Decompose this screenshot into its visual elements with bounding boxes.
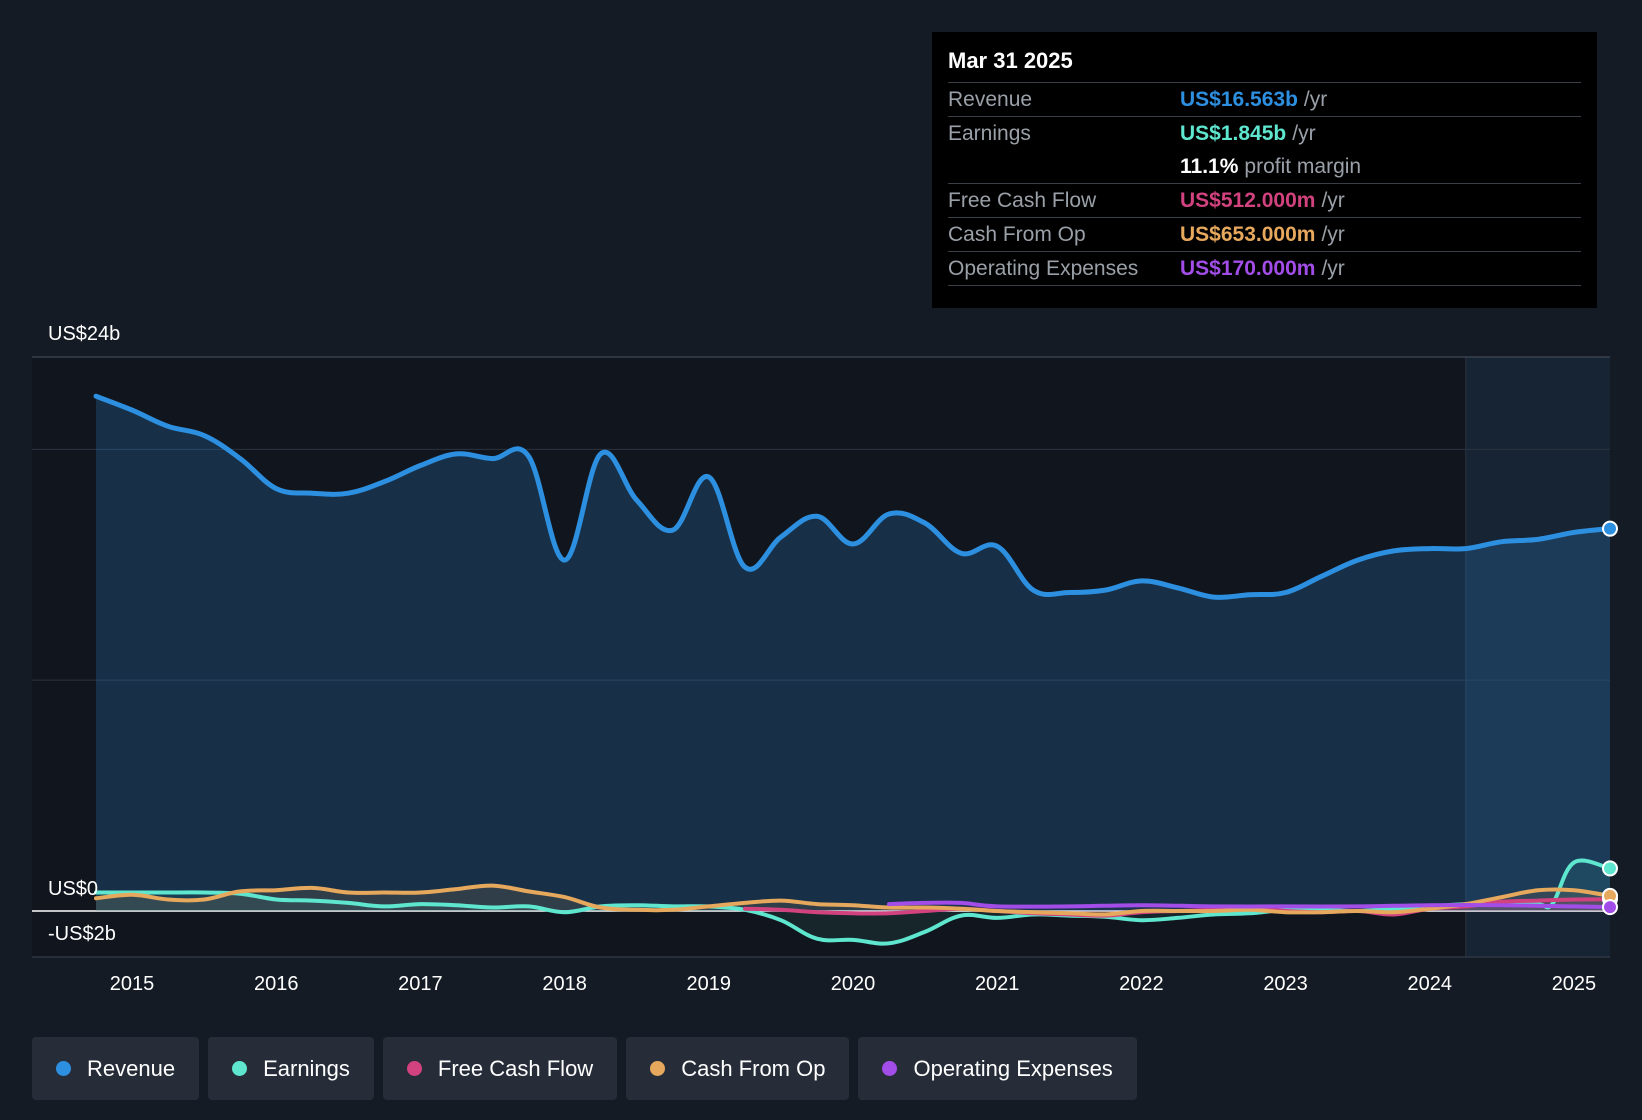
y-label-top: US$24b: [48, 323, 120, 345]
legend-dot-icon: [232, 1061, 248, 1076]
x-tick-label: 2019: [687, 973, 732, 995]
legend-label: Cash From Op: [681, 1055, 826, 1081]
tooltip-unit: /yr: [1321, 222, 1345, 246]
legend-item-revenue[interactable]: Revenue: [32, 1037, 200, 1100]
legend-dot-icon: [406, 1061, 422, 1076]
y-label-zero: US$0: [48, 878, 98, 900]
tooltip-unit: /yr: [1321, 256, 1345, 280]
legend-label: Free Cash Flow: [437, 1055, 594, 1081]
tooltip-panel: Mar 31 2025 Revenue US$16.563b /yr Earni…: [932, 32, 1597, 308]
area-earnings: [96, 860, 1610, 944]
tooltip-value-opex: US$170.000m: [1180, 256, 1316, 280]
x-tick-label: 2015: [110, 973, 155, 995]
end-point-operating-expenses: [1602, 899, 1618, 916]
x-tick-label: 2021: [975, 973, 1020, 995]
tooltip-row-fcf: Free Cash Flow US$512.000m /yr: [948, 184, 1581, 218]
tooltip-row-margin: 11.1% profit margin: [948, 150, 1581, 184]
line-earnings: [94, 858, 1612, 946]
x-tick-label: 2017: [398, 973, 443, 995]
tooltip-unit: /yr: [1321, 188, 1345, 212]
line-cash-from-op: [94, 883, 1612, 917]
x-tick-label: 2023: [1263, 973, 1308, 995]
end-point-earnings: [1602, 860, 1618, 877]
tooltip-row-opex: Operating Expenses US$170.000m /yr: [948, 252, 1581, 286]
legend-label: Operating Expenses: [913, 1055, 1113, 1081]
tooltip-row-revenue: Revenue US$16.563b /yr: [948, 83, 1581, 117]
legend-dot-icon: [882, 1061, 898, 1076]
line-revenue: [93, 393, 1613, 600]
line-operating-expenses: [887, 900, 1612, 910]
legend-label: Revenue: [87, 1055, 176, 1081]
tooltip-unit: /yr: [1303, 87, 1328, 111]
legend-dot-icon: [56, 1061, 71, 1076]
x-tick-label: 2016: [254, 973, 299, 995]
y-label-bottom: -US$2b: [48, 923, 116, 945]
legend-item-operating-expenses[interactable]: Operating Expenses: [858, 1037, 1137, 1100]
x-tick-label: 2022: [1119, 973, 1164, 995]
tooltip-row-earnings: Earnings US$1.845b /yr: [948, 117, 1581, 150]
x-tick-label: 2024: [1408, 973, 1453, 995]
x-tick-label: 2018: [542, 973, 587, 995]
tooltip-date: Mar 31 2025: [948, 46, 1581, 83]
tooltip-margin-value: 11.1%: [1180, 154, 1239, 178]
tooltip-label: Revenue: [948, 87, 1033, 111]
plot-background: [32, 357, 1610, 957]
tooltip-value-revenue: US$16.563b: [1180, 87, 1298, 111]
tooltip-value-cfo: US$653.000m: [1180, 222, 1316, 246]
legend-item-earnings[interactable]: Earnings: [208, 1037, 374, 1100]
tooltip-value-earnings: US$1.845b: [1180, 121, 1287, 145]
legend-label: Earnings: [263, 1055, 350, 1081]
legend: Revenue Earnings Free Cash Flow Cash Fro…: [32, 1037, 1137, 1100]
tooltip-label: Cash From Op: [948, 222, 1086, 246]
tooltip-unit: /yr: [1292, 121, 1316, 145]
tooltip-value-fcf: US$512.000m: [1180, 188, 1316, 212]
legend-dot-icon: [650, 1061, 666, 1076]
legend-item-free-cash-flow[interactable]: Free Cash Flow: [382, 1037, 618, 1100]
tooltip-row-cfo: Cash From Op US$653.000m /yr: [948, 218, 1581, 252]
tooltip-label: Operating Expenses: [948, 256, 1139, 280]
x-tick-label: 2020: [831, 973, 876, 995]
x-tick-label: 2025: [1552, 973, 1597, 995]
area-revenue: [96, 396, 1610, 911]
tooltip-margin-label: profit margin: [1244, 154, 1362, 178]
end-point-revenue: [1602, 520, 1618, 537]
tooltip-label: Earnings: [948, 121, 1031, 145]
forecast-region: [1465, 357, 1610, 957]
tooltip-label: Free Cash Flow: [948, 188, 1097, 212]
legend-item-cash-from-op[interactable]: Cash From Op: [626, 1037, 850, 1100]
